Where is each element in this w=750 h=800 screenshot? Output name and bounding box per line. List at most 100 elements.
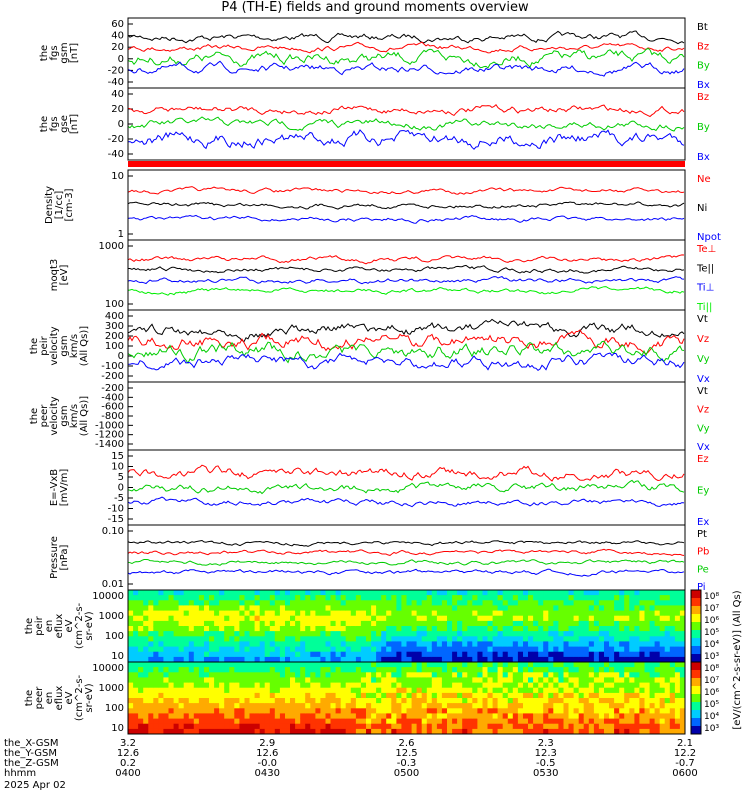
- panel-9-cell-27-2: [264, 672, 271, 678]
- panel-8-cell-80-11: [533, 646, 539, 653]
- panel-8-cell-14-3: [198, 605, 205, 611]
- panel-9-cell-9-10: [173, 713, 180, 719]
- panel-8-cell-19-7: [224, 626, 230, 632]
- panel-8-cell-105-5: [659, 615, 666, 622]
- panel-9-cell-72-5: [492, 687, 499, 694]
- panel-8-cell-71-7: [487, 626, 494, 632]
- panel-9-cell-8-4: [168, 682, 175, 689]
- panel-8-cell-72-1: [492, 595, 499, 601]
- panel-8-cell-45-1: [355, 595, 362, 601]
- panel-9-cell-62-3: [441, 677, 448, 683]
- panel-9-cell-30-3: [279, 677, 286, 683]
- panel-8-cell-61-6: [436, 620, 443, 627]
- panel-9-cell-4-6: [148, 692, 154, 699]
- panel-9-cell-50-12: [381, 723, 387, 730]
- panel-8-cell-75-5: [507, 615, 514, 622]
- panel-9-cell-30-4: [279, 682, 286, 689]
- panel-9-cell-64-3: [452, 677, 458, 683]
- panel-4-tick-6: -200: [101, 371, 124, 382]
- panel-8-cell-70-1: [482, 595, 489, 601]
- panel-8-cell-19-0: [224, 590, 230, 596]
- panel-8-cell-55-10: [406, 641, 413, 647]
- panel-8-cell-36-2: [310, 600, 316, 606]
- panel-9-cell-23-8: [244, 703, 251, 709]
- panel-9-cell-95-7: [609, 698, 615, 704]
- panel-9-cell-2-11: [138, 718, 144, 725]
- panel-9-cell-49-5: [376, 687, 382, 694]
- panel-9-cell-28-3: [269, 677, 276, 683]
- panel-5-ylabel-5: (All Qs)]: [79, 396, 90, 436]
- panel-8-cell-98-0: [624, 590, 630, 596]
- panel-8-cell-107-12: [669, 651, 676, 658]
- panel-8-cell-54-6: [401, 620, 407, 627]
- panel-9-cell-35-12: [305, 723, 311, 730]
- panel-9-cell-42-12: [340, 723, 347, 730]
- panel-9-cell-69-10: [477, 713, 483, 719]
- panel-8-cell-98-1: [624, 595, 630, 601]
- panel-8-cell-20-0: [229, 590, 235, 596]
- panel-8-cell-22-1: [239, 595, 245, 601]
- panel-8-cell-31-0: [285, 590, 291, 596]
- panel-8-cell-65-13: [457, 656, 463, 663]
- panel-9-cell-28-12: [269, 723, 276, 730]
- panel-9-cell-0-5: [128, 687, 134, 694]
- panel-8-cell-100-4: [634, 610, 640, 617]
- panel-9-cell-22-4: [239, 682, 245, 689]
- panel-9-cell-43-1: [345, 667, 352, 673]
- panel-5-tick-6: -1400: [95, 439, 124, 450]
- panel-9-cell-54-11: [401, 718, 407, 725]
- panel-8-cell-40-8: [330, 631, 337, 637]
- panel-9-cell-40-12: [330, 723, 337, 730]
- panel-9-cell-109-3: [679, 677, 686, 683]
- panel-8-cell-66-2: [462, 600, 468, 606]
- panel-8-cell-50-1: [381, 595, 387, 601]
- panel-9-cell-97-5: [619, 687, 625, 694]
- panel-9-cell-5-13: [153, 728, 159, 735]
- panel-9-cell-67-12: [467, 723, 473, 730]
- panel-8-cell-56-13: [411, 656, 418, 663]
- panel-9-cell-38-4: [320, 682, 326, 689]
- panel-9-cell-24-6: [249, 692, 256, 699]
- panel-8-cell-26-4: [259, 610, 266, 617]
- panel-9-cell-10-7: [178, 698, 185, 704]
- panel-9-cell-29-12: [274, 723, 281, 730]
- panel-8-cell-58-1: [421, 595, 428, 601]
- panel-8-cell-25-13: [254, 656, 261, 663]
- panel-9-cell-76-12: [512, 723, 519, 730]
- panel-9-cell-38-7: [320, 698, 326, 704]
- panel-9-cell-79-0: [528, 662, 534, 668]
- panel-9-cell-85-5: [558, 687, 564, 694]
- panel-8-cell-51-10: [386, 641, 392, 647]
- panel-9-cell-57-12: [416, 723, 423, 730]
- panel-9-cell-69-0: [477, 662, 483, 668]
- panel-9-cell-87-0: [568, 662, 575, 668]
- panel-8-cell-92-4: [593, 610, 600, 617]
- panel-9-cell-67-9: [467, 708, 473, 714]
- panel-8-cell-63-1: [447, 595, 453, 601]
- panel-9-cell-62-10: [441, 713, 448, 719]
- panel-8-cell-61-2: [436, 600, 443, 606]
- panel-8-cell-86-7: [563, 626, 570, 632]
- panel-8-cell-36-5: [310, 615, 316, 622]
- panel-9-cell-13-11: [193, 718, 200, 725]
- panel-8-cell-90-4: [583, 610, 590, 617]
- panel-0-ylabel-3: [nT]: [69, 43, 80, 63]
- panel-8-cell-38-13: [320, 656, 326, 663]
- panel-8-cell-64-7: [452, 626, 458, 632]
- panel-9-cell-51-9: [386, 708, 392, 714]
- panel-9-cell-87-1: [568, 667, 575, 673]
- panel-8-cell-94-0: [604, 590, 610, 596]
- panel-8-cell-12-5: [188, 615, 195, 622]
- panel-9-cell-57-9: [416, 708, 423, 714]
- panel-8-cell-43-3: [345, 605, 352, 611]
- panel-9-cell-85-8: [558, 703, 564, 709]
- panel-8-cell-79-0: [528, 590, 534, 596]
- panel-9-cell-109-6: [679, 692, 686, 699]
- panel-0-legend-3: Bx: [697, 80, 710, 91]
- panel-8-cell-82-2: [543, 600, 549, 606]
- xaxis-row-2-value-3: -0.5: [536, 758, 556, 769]
- panel-9-cell-27-7: [264, 698, 271, 704]
- panel-8-cell-76-9: [512, 636, 519, 642]
- panel-9-cell-28-8: [269, 703, 276, 709]
- panel-9-cell-3-4: [143, 682, 149, 689]
